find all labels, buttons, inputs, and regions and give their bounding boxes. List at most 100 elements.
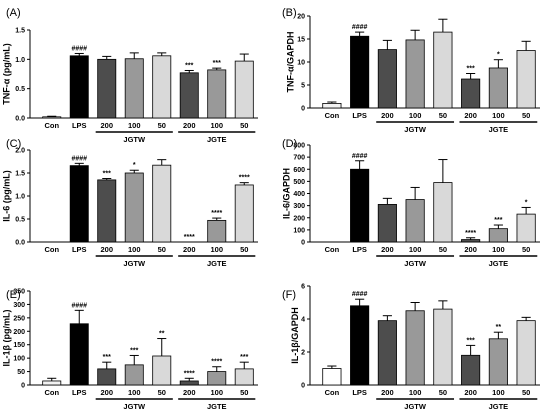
bar: [350, 35, 370, 109]
x-tick-label: 200: [183, 121, 196, 130]
x-tick-label: 50: [522, 388, 530, 397]
group-label: JGTW: [123, 135, 146, 144]
significance-label: *: [497, 52, 500, 59]
bar: [179, 72, 199, 119]
y-tick-label: 0: [301, 106, 305, 113]
group-label: JGTW: [123, 259, 146, 268]
x-tick-label: 100: [210, 388, 223, 397]
panel-label: (D): [282, 138, 297, 150]
panel-label: (E): [6, 289, 21, 301]
y-tick-label: 0: [21, 383, 25, 390]
group-label: JGTW: [404, 125, 427, 134]
bar: [488, 338, 508, 386]
significance-label: ####: [71, 45, 87, 52]
y-axis-label: TNF-α/GAPDH: [286, 31, 296, 92]
chart-panel-b: (B) 0 5 10 15 20 TNF-α/GAPDH Con #### LPS 200 100 50…: [282, 7, 540, 134]
bar: [516, 213, 536, 243]
x-tick-label: Con: [44, 388, 59, 397]
bar: [42, 380, 62, 386]
y-tick-label: 4: [301, 317, 305, 324]
x-tick-label: 100: [492, 245, 505, 254]
x-tick-label: LPS: [352, 388, 367, 397]
significance-label: ***: [213, 60, 221, 67]
x-tick-label: Con: [44, 245, 59, 254]
y-axis-label: IL-6/GAPDH: [281, 168, 291, 219]
bar: [207, 69, 227, 119]
bar: [42, 116, 62, 119]
x-tick-label: 100: [409, 388, 422, 397]
x-tick-label: LPS: [352, 245, 367, 254]
y-tick-label: 2.0: [15, 148, 25, 155]
y-tick-label: 10: [297, 60, 305, 67]
bar: [377, 204, 397, 243]
significance-label: ****: [211, 359, 222, 366]
x-tick-label: 50: [439, 388, 447, 397]
bar: [516, 50, 536, 109]
y-axis-label: IL-1β (pg/mL): [1, 310, 11, 367]
x-tick-label: 100: [128, 121, 141, 130]
chart-panel-d: (D) 0 100 200 300 400 500 600 700 800 IL-6/GAPDH Co…: [281, 138, 540, 268]
y-tick-label: 5: [301, 83, 305, 90]
group-label: JGTW: [123, 402, 146, 411]
bar: [433, 308, 453, 386]
group-label: JGTE: [207, 135, 227, 144]
x-tick-label: 200: [381, 111, 394, 120]
panel-label: (F): [282, 289, 296, 301]
y-tick-label: 600: [293, 167, 305, 174]
bar: [377, 49, 397, 109]
y-tick-label: 800: [293, 143, 305, 150]
x-tick-label: 50: [158, 388, 166, 397]
bar: [124, 172, 144, 243]
bar: [488, 67, 508, 109]
x-tick-label: LPS: [72, 121, 87, 130]
bar: [234, 60, 254, 119]
y-tick-label: 15: [297, 37, 305, 44]
x-tick-label: 100: [210, 121, 223, 130]
bar: [461, 354, 481, 386]
y-axis-label: IL-1β/GAPDH: [290, 307, 300, 364]
group-label: JGTW: [404, 259, 427, 268]
y-tick-label: 1.0: [15, 57, 25, 64]
bar: [69, 165, 89, 243]
x-tick-label: 50: [240, 245, 248, 254]
significance-label: ####: [71, 302, 87, 309]
y-tick-label: 200: [13, 329, 25, 336]
y-tick-label: 0.5: [15, 217, 25, 224]
bar: [234, 368, 254, 386]
bar: [322, 103, 342, 109]
y-tick-label: 150: [13, 342, 25, 349]
bar: [488, 228, 508, 243]
x-tick-label: 100: [409, 245, 422, 254]
x-tick-label: 100: [210, 245, 223, 254]
y-axis-label: TNF-α (pg/mL): [1, 43, 11, 105]
significance-label: ####: [352, 153, 368, 160]
x-tick-label: LPS: [72, 245, 87, 254]
x-tick-label: 200: [381, 245, 394, 254]
significance-label: ***: [130, 347, 138, 354]
bar: [124, 58, 144, 119]
bar: [461, 239, 481, 243]
panel-label: (C): [6, 138, 21, 150]
x-tick-label: LPS: [72, 388, 87, 397]
significance-label: ****: [184, 370, 195, 377]
x-tick-label: 200: [464, 245, 477, 254]
significance-label: **: [496, 324, 502, 331]
y-tick-label: 0: [301, 383, 305, 390]
bar: [69, 55, 89, 119]
significance-label: ***: [467, 66, 475, 73]
x-tick-label: 50: [240, 121, 248, 130]
bar: [350, 168, 370, 243]
group-label: JGTE: [489, 259, 509, 268]
bar: [405, 310, 425, 386]
group-label: JGTW: [404, 402, 427, 411]
y-tick-label: 350: [13, 289, 25, 296]
bar: [433, 182, 453, 243]
significance-label: *: [525, 199, 528, 206]
y-tick-label: 50: [17, 369, 25, 376]
chart-panel-a: (A) 0.0 0.5 1.0 1.5 TNF-α (pg/mL) Con #### LPS 20…: [1, 7, 258, 144]
group-label: JGTE: [207, 402, 227, 411]
x-tick-label: 200: [100, 121, 113, 130]
bar: [350, 305, 370, 386]
chart-panel-f: (F) 0 2 4 6 IL-1β/GAPDH Con #### LPS 200 100 50 *** 2…: [282, 284, 540, 411]
